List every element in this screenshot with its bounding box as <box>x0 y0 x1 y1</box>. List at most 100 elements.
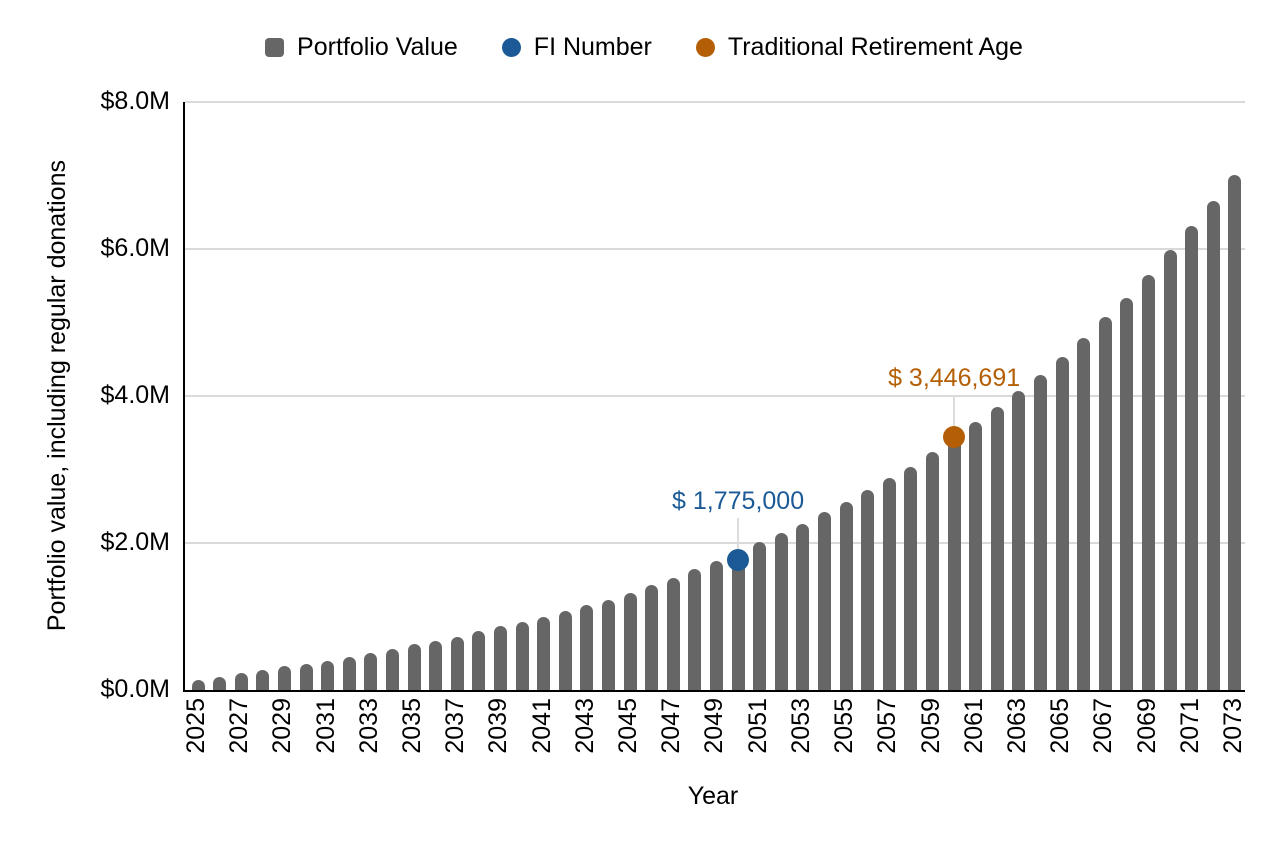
legend-label: Portfolio Value <box>297 32 458 61</box>
plot-area: $ 1,775,000 $ 3,446,691 <box>183 101 1245 692</box>
traditional-retirement-age-value-label: $ 3,446,691 <box>888 363 1021 392</box>
bar-2073 <box>1228 174 1242 690</box>
y-tick-label: $4.0M <box>100 381 170 409</box>
bar-2028 <box>256 670 270 690</box>
bar-2072 <box>1206 201 1220 690</box>
x-axis-title: Year <box>687 782 739 810</box>
x-tick-label-2051: 2051 <box>743 698 772 754</box>
legend-item-traditional-retirement-age: Traditional Retirement Age <box>695 32 1023 62</box>
bar-2043 <box>580 604 594 690</box>
bar-2062 <box>990 407 1004 690</box>
gridline-8.0 <box>185 101 1245 103</box>
x-tick-label-2067: 2067 <box>1089 698 1118 754</box>
bar-2038 <box>472 631 486 690</box>
legend-item-portfolio-value: Portfolio Value <box>265 33 458 62</box>
bar-2029 <box>277 666 291 690</box>
bar-2070 <box>1163 250 1177 690</box>
bar-2033 <box>364 653 378 690</box>
x-tick-label-2025: 2025 <box>182 698 210 754</box>
bar-2034 <box>385 648 399 690</box>
gridline-4.0 <box>185 395 1245 397</box>
fi-number-marker-dot <box>727 548 750 571</box>
bar-2066 <box>1077 337 1091 690</box>
x-tick-label-2043: 2043 <box>570 698 599 754</box>
bar-2064 <box>1034 375 1048 690</box>
bar-2063 <box>1012 390 1026 690</box>
bar-2065 <box>1055 357 1069 690</box>
bar-2060 <box>947 436 961 690</box>
bar-2059 <box>926 451 940 690</box>
bar-2051 <box>753 541 767 690</box>
traditional-retirement-age-marker-dot <box>943 425 966 448</box>
traditional-retirement-age-dot-icon <box>695 37 715 57</box>
bar-2055 <box>839 501 853 690</box>
bar-2027 <box>234 673 248 690</box>
x-tick-label-2045: 2045 <box>614 698 643 754</box>
fi-number-leader-line <box>737 517 740 549</box>
x-tick-label-2047: 2047 <box>657 698 686 754</box>
x-tick-label-2055: 2055 <box>830 698 859 754</box>
bar-2054 <box>818 512 832 690</box>
bar-2040 <box>515 621 529 690</box>
bar-2037 <box>450 637 464 690</box>
x-tick-label-2037: 2037 <box>441 698 470 754</box>
x-tick-label-2041: 2041 <box>527 698 556 754</box>
x-tick-label-2033: 2033 <box>354 698 383 754</box>
gridline-2.0 <box>185 542 1245 544</box>
x-tick-label-2057: 2057 <box>873 698 902 754</box>
bar-2053 <box>796 523 810 690</box>
legend: Portfolio Value FI Number Traditional Reti… <box>0 30 1288 64</box>
bar-2035 <box>407 644 421 690</box>
x-tick-label-2039: 2039 <box>484 698 513 754</box>
x-tick-label-2027: 2027 <box>225 698 254 754</box>
x-tick-label-2073: 2073 <box>1218 698 1247 754</box>
y-tick-label: $8.0M <box>100 87 170 115</box>
bar-2067 <box>1098 317 1112 690</box>
traditional-retirement-age-leader-line <box>953 394 956 426</box>
fi-number-value-label: $ 1,775,000 <box>672 486 805 515</box>
bar-2056 <box>861 490 875 690</box>
x-tick-label-2049: 2049 <box>700 698 729 754</box>
x-tick-label-2035: 2035 <box>398 698 427 754</box>
portfolio-value-swatch-icon <box>265 37 285 57</box>
bar-2048 <box>688 569 702 690</box>
bar-2061 <box>969 421 983 690</box>
bar-2050 <box>731 551 745 690</box>
y-tick-label: $2.0M <box>100 528 170 556</box>
x-tick-label-2065: 2065 <box>1046 698 1075 754</box>
bar-2058 <box>904 467 918 690</box>
legend-label: FI Number <box>533 32 652 61</box>
bar-2041 <box>537 616 551 690</box>
y-tick-label: $0.0M <box>100 675 170 703</box>
bar-2042 <box>558 610 572 690</box>
x-tick-label-2029: 2029 <box>268 698 297 754</box>
x-tick-label-2069: 2069 <box>1132 698 1161 754</box>
bar-2049 <box>709 561 723 690</box>
bar-2069 <box>1142 275 1156 690</box>
bar-2044 <box>601 599 615 690</box>
legend-label: Traditional Retirement Age <box>727 32 1023 61</box>
bar-2052 <box>774 533 788 690</box>
legend-item-fi-number: FI Number <box>501 32 652 62</box>
x-tick-label-2059: 2059 <box>916 698 945 754</box>
bar-2068 <box>1120 297 1134 690</box>
bar-2057 <box>882 478 896 690</box>
x-tick-label-2063: 2063 <box>1002 698 1031 754</box>
x-tick-label-2071: 2071 <box>1175 698 1204 754</box>
bar-2036 <box>429 640 443 690</box>
x-tick-label-2061: 2061 <box>959 698 988 754</box>
bar-2025 <box>191 679 205 690</box>
fi-number-dot-icon <box>501 37 521 57</box>
bar-2026 <box>213 676 227 690</box>
bar-2047 <box>666 577 680 690</box>
bar-2046 <box>645 584 659 690</box>
x-tick-label-2053: 2053 <box>786 698 815 754</box>
bar-2071 <box>1185 226 1199 690</box>
bar-2045 <box>623 592 637 690</box>
gridline-6.0 <box>185 248 1245 250</box>
x-tick-label-2031: 2031 <box>311 698 340 754</box>
bar-2032 <box>342 656 356 690</box>
bar-2030 <box>299 663 313 690</box>
bar-2039 <box>493 626 507 690</box>
y-tick-label: $6.0M <box>100 234 170 262</box>
